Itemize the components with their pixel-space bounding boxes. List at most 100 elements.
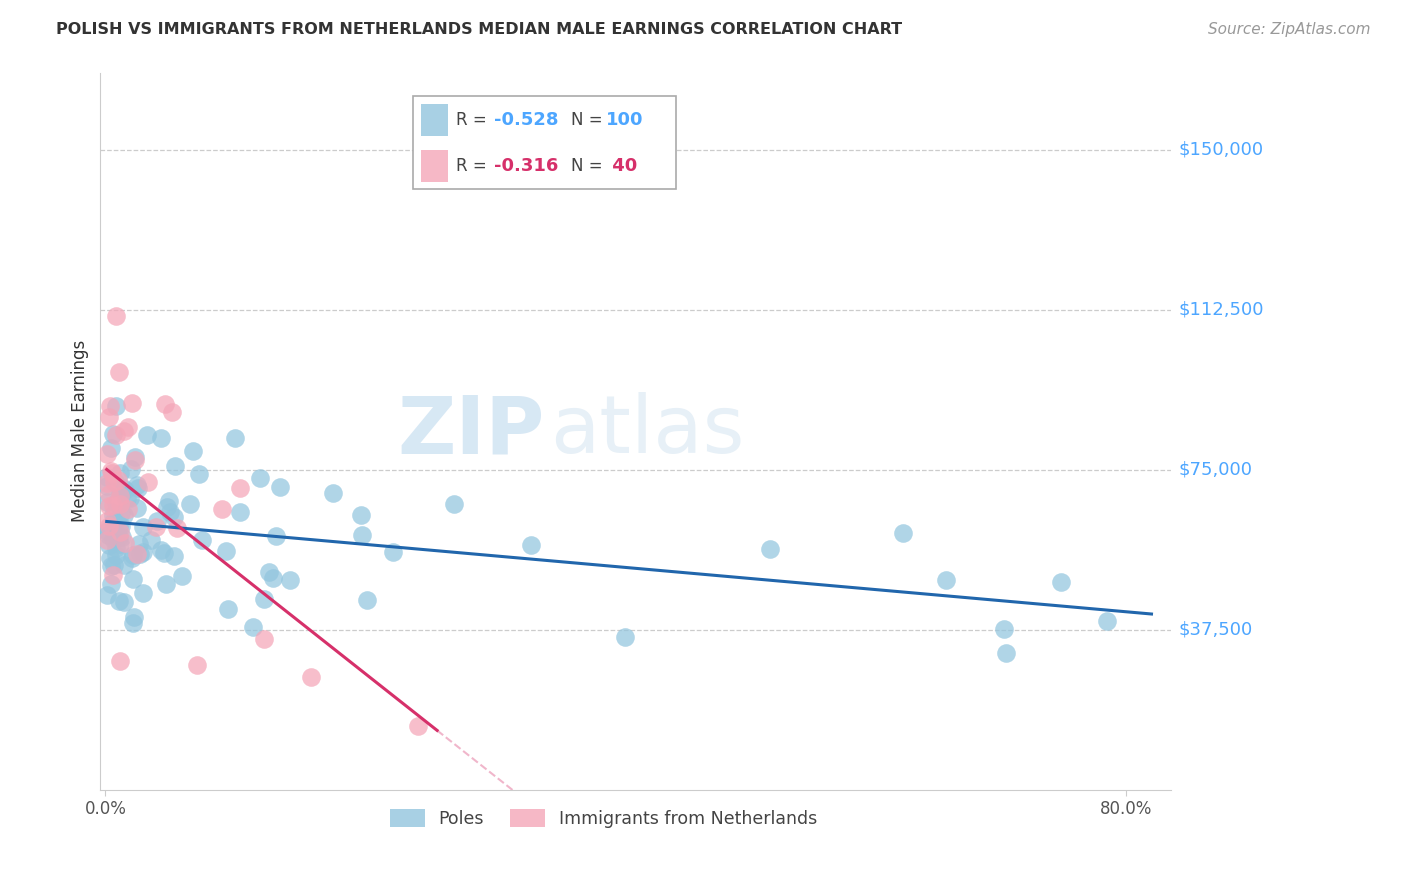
- Point: [104, 541, 127, 556]
- Point: [993, 623, 1015, 637]
- Point: [117, 420, 139, 434]
- Point: [381, 545, 404, 559]
- Point: [97, 528, 120, 542]
- Point: [110, 487, 132, 501]
- Text: $75,000: $75,000: [1180, 460, 1253, 479]
- Point: [163, 458, 186, 473]
- Point: [935, 573, 957, 587]
- Point: [115, 491, 138, 505]
- Point: [105, 514, 128, 528]
- Point: [121, 616, 143, 631]
- Point: [97, 410, 120, 425]
- Point: [120, 462, 142, 476]
- Point: [160, 405, 183, 419]
- Point: [101, 515, 124, 529]
- Point: [98, 487, 121, 501]
- Point: [520, 538, 543, 552]
- Point: [108, 654, 131, 668]
- Point: [128, 537, 150, 551]
- Point: [1050, 574, 1073, 589]
- Point: [100, 577, 122, 591]
- Point: [96, 495, 118, 509]
- Point: [159, 505, 181, 519]
- Text: $112,500: $112,500: [1180, 301, 1264, 318]
- Point: [132, 586, 155, 600]
- Point: [96, 479, 118, 493]
- Point: [124, 450, 146, 465]
- Point: [103, 567, 125, 582]
- Point: [163, 509, 186, 524]
- Point: [229, 505, 252, 519]
- Point: [101, 426, 124, 441]
- Point: [100, 442, 122, 456]
- Point: [141, 533, 163, 547]
- Point: [110, 537, 132, 551]
- Point: [101, 498, 124, 512]
- Point: [893, 526, 915, 541]
- Point: [112, 595, 135, 609]
- Point: [229, 481, 252, 495]
- Point: [103, 558, 125, 572]
- Point: [356, 593, 378, 607]
- Point: [122, 572, 145, 586]
- Point: [104, 427, 127, 442]
- Point: [408, 718, 430, 732]
- Point: [97, 519, 120, 533]
- Point: [995, 646, 1018, 660]
- Point: [153, 546, 176, 560]
- Point: [443, 497, 465, 511]
- Point: [105, 399, 128, 413]
- Point: [190, 533, 212, 547]
- Point: [217, 602, 239, 616]
- Point: [110, 489, 132, 503]
- Point: [278, 573, 301, 587]
- Point: [96, 524, 118, 538]
- Point: [114, 483, 136, 497]
- Point: [145, 520, 167, 534]
- Point: [121, 550, 143, 565]
- Point: [269, 480, 291, 494]
- Point: [100, 558, 122, 573]
- Point: [166, 520, 188, 534]
- Point: [103, 532, 125, 546]
- Point: [104, 475, 127, 489]
- Point: [100, 550, 122, 565]
- Point: [146, 514, 169, 528]
- Text: POLISH VS IMMIGRANTS FROM NETHERLANDS MEDIAN MALE EARNINGS CORRELATION CHART: POLISH VS IMMIGRANTS FROM NETHERLANDS ME…: [56, 22, 903, 37]
- Point: [96, 475, 118, 490]
- Text: Source: ZipAtlas.com: Source: ZipAtlas.com: [1208, 22, 1371, 37]
- Point: [242, 619, 264, 633]
- Point: [107, 365, 129, 379]
- Point: [97, 538, 120, 552]
- Point: [110, 506, 132, 520]
- Text: $150,000: $150,000: [1180, 141, 1264, 159]
- Point: [112, 481, 135, 495]
- Point: [110, 519, 132, 533]
- Point: [127, 478, 149, 492]
- Point: [104, 548, 127, 562]
- Point: [136, 475, 159, 490]
- Point: [107, 530, 129, 544]
- Point: [108, 519, 131, 533]
- Point: [112, 508, 135, 522]
- Point: [157, 494, 180, 508]
- Point: [253, 592, 276, 607]
- Point: [98, 399, 121, 413]
- Point: [322, 486, 344, 500]
- Point: [108, 497, 131, 511]
- Point: [156, 500, 179, 514]
- Text: ZIP: ZIP: [398, 392, 544, 470]
- Point: [299, 670, 322, 684]
- Legend: Poles, Immigrants from Netherlands: Poles, Immigrants from Netherlands: [382, 802, 824, 835]
- Point: [96, 469, 118, 483]
- Point: [1095, 615, 1118, 629]
- Point: [149, 431, 172, 445]
- Point: [125, 548, 148, 562]
- Point: [96, 447, 118, 461]
- Point: [114, 536, 136, 550]
- Point: [98, 499, 121, 513]
- Text: atlas: atlas: [550, 392, 744, 470]
- Point: [108, 593, 131, 607]
- Point: [112, 425, 135, 439]
- Point: [108, 496, 131, 510]
